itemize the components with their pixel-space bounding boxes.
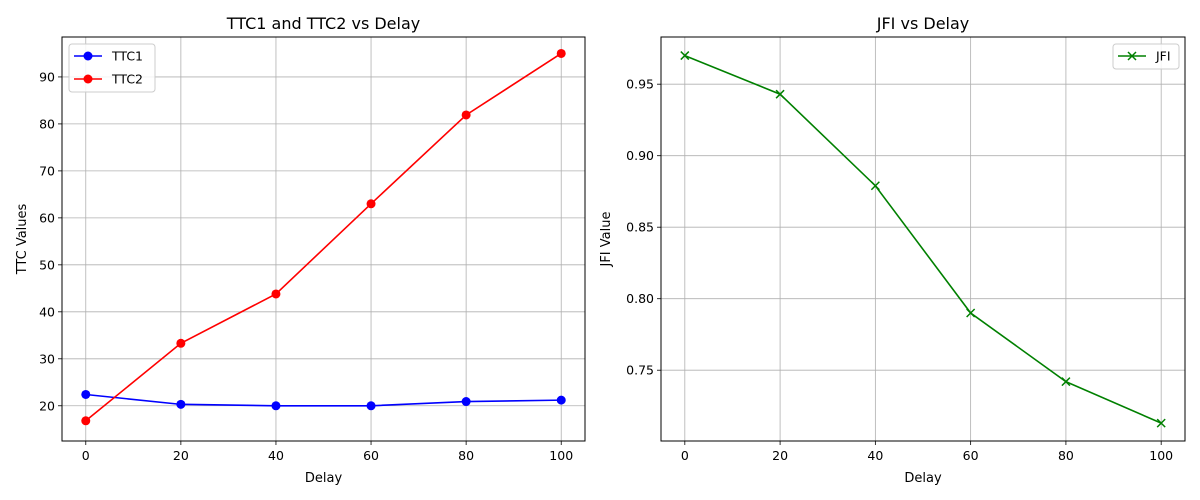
data-point-ttc1 [556, 395, 566, 405]
y-tick-label: 0.85 [626, 220, 654, 235]
y-tick-label: 60 [39, 210, 55, 225]
x-tick-label: 20 [772, 448, 788, 463]
y-axis-label: JFI Value [599, 212, 614, 268]
data-point-jfi [1156, 418, 1166, 428]
series-line-ttc2 [85, 52, 562, 422]
y-tick-label: 70 [39, 163, 55, 178]
x-tick-label: 60 [363, 448, 379, 463]
y-tick-label: 0.95 [626, 77, 654, 92]
data-point-jfi [1061, 377, 1071, 387]
legend-marker-ttc1 [83, 51, 93, 61]
series-line-jfi [684, 54, 1162, 424]
y-tick-label: 80 [39, 116, 55, 131]
plot-frame [61, 36, 586, 442]
y-tick-label: 50 [39, 257, 55, 272]
legend: JFI [1112, 43, 1180, 70]
data-point-ttc2 [176, 338, 186, 348]
x-tick-label: 0 [82, 448, 90, 463]
plot-frame [660, 36, 1186, 442]
y-axis-label: TTC Values [15, 203, 30, 275]
data-point-jfi [680, 51, 690, 61]
x-axis-label: Delay [305, 471, 343, 486]
chart-title: JFI vs Delay [876, 14, 970, 33]
data-point-ttc1 [461, 397, 471, 407]
x-axis-label: Delay [904, 471, 942, 486]
x-tick-label: 100 [1149, 448, 1173, 463]
data-point-ttc2 [271, 289, 281, 299]
x-tick-label: 80 [1058, 448, 1074, 463]
gridlines [62, 37, 585, 441]
data-point-jfi [775, 89, 785, 99]
series-layer [81, 48, 566, 426]
legend-marker-jfi [1127, 51, 1137, 61]
series-line-ttc1 [85, 393, 562, 407]
x-tick-label: 100 [549, 448, 573, 463]
chart-title: TTC1 and TTC2 vs Delay [226, 14, 421, 33]
legend-label-ttc2: TTC2 [111, 72, 143, 87]
y-tick-label: 30 [39, 351, 55, 366]
x-tick-label: 20 [173, 448, 189, 463]
data-point-ttc1 [366, 401, 376, 411]
legend: TTC1 TTC2 [68, 43, 156, 93]
data-point-ttc2 [366, 199, 376, 209]
x-tick-label: 80 [458, 448, 474, 463]
data-point-jfi [870, 181, 880, 191]
data-point-ttc1 [271, 401, 281, 411]
data-point-ttc1 [81, 389, 91, 399]
panel-jfi: JFI vs Delay 0 20 40 60 80 100 0.750.800.850.… [599, 14, 1186, 486]
x-tick-label: 40 [268, 448, 284, 463]
data-point-ttc2 [556, 48, 566, 58]
x-axis-ticks: 0 20 40 60 80 100 [82, 441, 573, 463]
x-tick-label: 60 [963, 448, 979, 463]
x-tick-label: 0 [681, 448, 689, 463]
y-tick-label: 40 [39, 304, 55, 319]
legend-label-ttc1: TTC1 [111, 49, 143, 64]
data-point-jfi [966, 308, 976, 318]
x-tick-label: 40 [867, 448, 883, 463]
y-tick-label: 20 [39, 398, 55, 413]
y-axis-ticks: 0.75 0.80 0.85 0.90 0.95 [626, 77, 661, 378]
y-tick-label: 0.80 [626, 291, 654, 306]
data-point-ttc1 [176, 399, 186, 409]
y-tick-label: 0.75 [626, 363, 654, 378]
legend-label-jfi: JFI [1155, 49, 1171, 64]
series-layer [680, 51, 1166, 428]
y-axis-ticks: 20 30 40 50 60 70 80 90 [39, 69, 62, 413]
data-point-ttc2 [81, 416, 91, 426]
y-tick-label: 90 [39, 69, 55, 84]
x-axis-ticks: 0 20 40 60 80 100 [681, 441, 1173, 463]
y-tick-label: 0.90 [626, 148, 654, 163]
legend-marker-ttc2 [83, 74, 93, 84]
gridlines [661, 37, 1185, 441]
panel-ttc: TTC1 and TTC2 vs Delay 0 20 40 60 80 100 20 30… [15, 14, 586, 486]
data-point-ttc2 [461, 110, 471, 120]
